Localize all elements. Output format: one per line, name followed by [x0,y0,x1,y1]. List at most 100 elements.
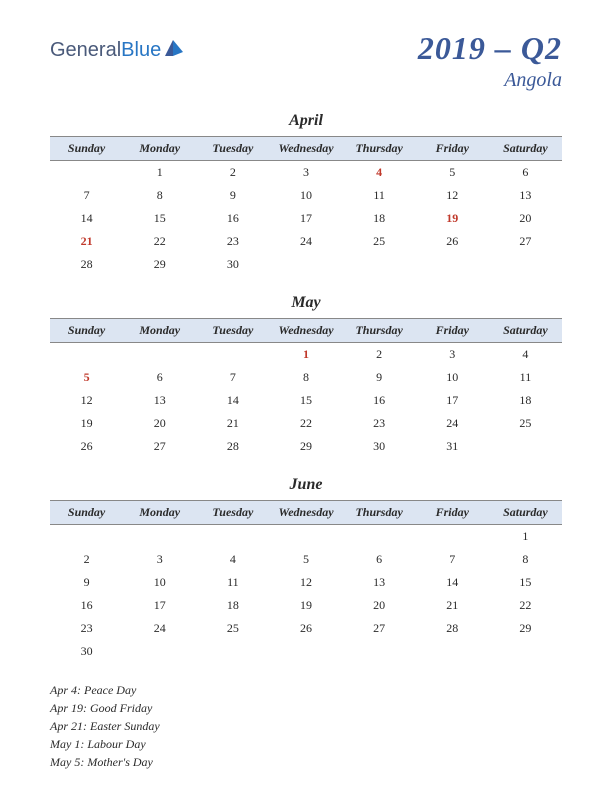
day-header: Tuesday [196,501,269,525]
month-block: AprilSundayMondayTuesdayWednesdayThursda… [50,112,562,276]
holiday-item: Apr 4: Peace Day [50,681,562,699]
calendar-cell: 12 [269,571,342,594]
calendar-cell: 8 [123,184,196,207]
calendar-cell: 9 [343,366,416,389]
calendar-cell: 31 [416,435,489,458]
calendar-cell: 8 [489,548,562,571]
logo-text: GeneralBlue [50,39,161,62]
calendar-cell [416,525,489,549]
calendar-cell: 11 [343,184,416,207]
header: GeneralBlue 2019 – Q2 Angola [50,30,562,92]
day-header: Saturday [489,137,562,161]
calendar-row: 78910111213 [50,184,562,207]
calendar-cell: 13 [489,184,562,207]
calendar-row: 282930 [50,253,562,276]
month-block: JuneSundayMondayTuesdayWednesdayThursday… [50,476,562,663]
calendar-row: 123456 [50,161,562,185]
calendar-cell: 29 [489,617,562,640]
calendar-cell: 15 [489,571,562,594]
calendar-cell: 5 [416,161,489,185]
calendar-cell: 7 [50,184,123,207]
calendar-cell: 4 [343,161,416,185]
day-header: Monday [123,501,196,525]
logo: GeneralBlue [50,38,185,63]
calendar-cell [343,525,416,549]
calendar-cell: 20 [343,594,416,617]
calendar-cell: 26 [50,435,123,458]
calendar-cell: 10 [269,184,342,207]
calendar-cell: 5 [269,548,342,571]
calendar-cell: 24 [123,617,196,640]
calendar-cell: 24 [416,412,489,435]
calendar-cell: 14 [416,571,489,594]
calendar-cell: 27 [123,435,196,458]
calendar-cell [269,253,342,276]
logo-text-part2: Blue [121,39,161,61]
calendar-cell: 11 [196,571,269,594]
calendar-row: 1234 [50,343,562,367]
holiday-item: May 5: Mother's Day [50,753,562,771]
calendar-cell: 15 [269,389,342,412]
calendar-cell: 15 [123,207,196,230]
calendar-cell: 7 [196,366,269,389]
logo-text-part1: General [50,39,121,61]
calendar-cell: 6 [343,548,416,571]
calendar-cell: 7 [416,548,489,571]
calendar-row: 30 [50,640,562,663]
day-header: Wednesday [269,501,342,525]
calendar-cell: 6 [123,366,196,389]
calendar-cell: 30 [196,253,269,276]
calendar-cell [196,640,269,663]
calendar-cell: 16 [196,207,269,230]
calendar-cell: 20 [489,207,562,230]
calendar-cell [489,435,562,458]
calendar-row: 16171819202122 [50,594,562,617]
calendar-cell [123,640,196,663]
calendar-cell: 28 [50,253,123,276]
calendar-row: 14151617181920 [50,207,562,230]
calendar-cell: 6 [489,161,562,185]
day-header: Thursday [343,319,416,343]
day-header: Sunday [50,137,123,161]
calendar-cell [416,253,489,276]
calendar-cell: 19 [416,207,489,230]
calendar-cell: 21 [416,594,489,617]
month-name: April [50,112,562,130]
calendar-cell [269,640,342,663]
calendar-cell: 17 [269,207,342,230]
month-name: May [50,294,562,312]
calendar-cell: 24 [269,230,342,253]
calendar-cell: 4 [196,548,269,571]
title-sub: Angola [418,69,562,92]
calendar-cell [50,161,123,185]
calendar-row: 2345678 [50,548,562,571]
calendar-cell: 12 [416,184,489,207]
day-header: Monday [123,137,196,161]
calendar-cell: 30 [50,640,123,663]
day-header: Friday [416,501,489,525]
calendar-cell: 10 [416,366,489,389]
calendar-cell: 19 [269,594,342,617]
calendar-cell: 17 [123,594,196,617]
calendar-cell: 27 [489,230,562,253]
calendar-cell: 22 [269,412,342,435]
calendar-cell: 3 [269,161,342,185]
month-block: MaySundayMondayTuesdayWednesdayThursdayF… [50,294,562,458]
day-header: Thursday [343,501,416,525]
calendar-cell: 29 [269,435,342,458]
calendar-cell [123,343,196,367]
calendar-cell: 16 [343,389,416,412]
holidays-list: Apr 4: Peace DayApr 19: Good FridayApr 2… [50,681,562,771]
calendar-cell [50,343,123,367]
calendar-cell: 17 [416,389,489,412]
logo-icon [163,38,185,63]
calendar-cell: 19 [50,412,123,435]
holiday-item: Apr 21: Easter Sunday [50,717,562,735]
calendar-cell: 27 [343,617,416,640]
calendar-cell: 23 [343,412,416,435]
calendar-cell: 9 [196,184,269,207]
day-header: Sunday [50,501,123,525]
calendar-cell: 10 [123,571,196,594]
day-header: Sunday [50,319,123,343]
title-block: 2019 – Q2 Angola [418,30,562,92]
